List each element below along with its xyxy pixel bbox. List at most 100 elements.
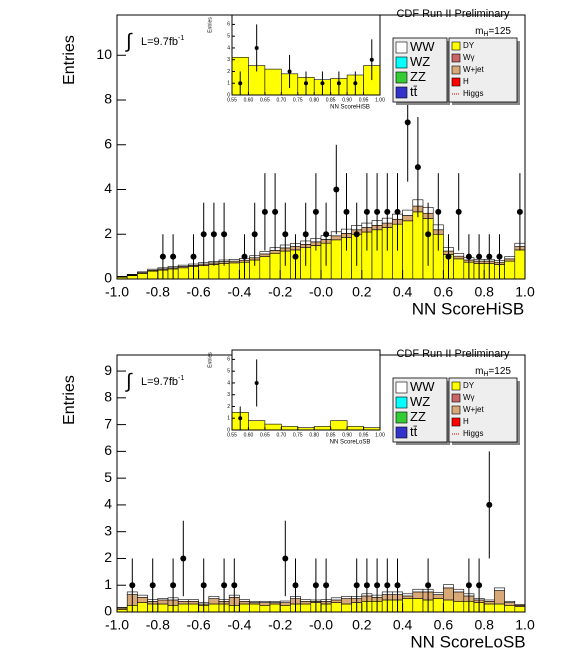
data-point: [200, 582, 207, 589]
data-point: [425, 582, 432, 589]
x-tick-label: -0.4: [227, 284, 251, 300]
histogram-bar: [157, 599, 169, 605]
legend-label: H: [463, 77, 469, 86]
histogram-bar: [514, 606, 526, 613]
histogram-bar: [177, 603, 189, 613]
histogram-bar: [412, 211, 424, 280]
y-tick-label: 5: [104, 469, 112, 485]
histogram-bar: [177, 600, 189, 605]
x-axis-title: NN ScoreHiSB: [330, 105, 370, 111]
mass-label-sub: H: [483, 31, 488, 38]
x-tick-label: 0.8: [474, 284, 494, 300]
data-point: [353, 582, 360, 589]
legend-swatch: [451, 381, 461, 391]
histogram-bar: [504, 602, 516, 606]
legend-swatch: [451, 41, 461, 51]
histogram-bar: [504, 258, 516, 262]
data-point: [353, 231, 360, 238]
y-tick-label: 5: [227, 369, 230, 375]
y-tick-label: 1: [227, 416, 230, 422]
histogram-bar: [453, 588, 465, 593]
data-point: [282, 555, 289, 562]
x-tick-label: 0.85: [326, 97, 336, 103]
x-tick-label: 0.75: [293, 97, 303, 103]
legend-swatch: [395, 71, 408, 84]
data-point: [323, 231, 330, 238]
chart-title: CDF Run II Preliminary: [396, 8, 510, 20]
data-point: [241, 253, 248, 260]
legend-label: DY: [463, 381, 475, 390]
legend-label: tt̄: [410, 84, 418, 99]
histogram-bar: [300, 600, 312, 605]
data-point: [343, 208, 350, 215]
data-point: [374, 208, 381, 215]
x-tick-label: 0.85: [326, 432, 336, 438]
legend-label: W+jet: [463, 405, 484, 414]
lumi-value: L=9.7fb: [141, 36, 178, 48]
histogram-bar: [188, 599, 199, 602]
data-point: [333, 186, 340, 193]
x-tick-label: 0.90: [342, 432, 352, 438]
y-tick-label: 0: [227, 427, 230, 433]
histogram-bar: [483, 600, 495, 605]
data-point: [231, 582, 238, 589]
y-tick-label: 8: [104, 389, 112, 405]
legend-label: WW: [410, 379, 435, 394]
histogram-bar: [137, 271, 148, 274]
data-point: [129, 582, 136, 589]
legend-label: WZ: [410, 394, 430, 409]
x-tick-label: -0.6: [187, 284, 211, 300]
mass-label-m: m: [475, 26, 483, 37]
x-tick-label: 0.65: [260, 97, 270, 103]
data-point: [282, 231, 289, 238]
histogram-bar: [514, 604, 526, 606]
histogram-bar: [248, 420, 266, 431]
data-point: [238, 416, 243, 421]
histogram-bar: [504, 256, 516, 260]
histogram-bar: [494, 603, 505, 613]
x-tick-label: 0.4: [393, 617, 413, 633]
histogram-bar: [126, 275, 138, 280]
x-tick-label: -0.0: [309, 284, 333, 300]
histogram-bar: [269, 600, 281, 603]
y-tick-label: 9: [104, 362, 112, 378]
histogram-bar: [412, 591, 424, 599]
data-point: [251, 231, 258, 238]
x-tick-label: 1.0: [515, 617, 535, 633]
x-tick-label: 0.60: [244, 97, 254, 103]
legend-swatch: [395, 381, 408, 394]
histogram-bar: [137, 596, 148, 603]
legend-label: WW: [410, 39, 435, 54]
histogram-bar: [279, 602, 291, 606]
mass-label-m: m: [475, 366, 483, 377]
histogram-bar: [259, 600, 271, 603]
histogram-bar: [412, 598, 424, 613]
lumi-integral: ∫: [125, 30, 133, 52]
histogram-bar: [412, 588, 424, 593]
legend-swatch: [451, 393, 461, 403]
data-point: [180, 555, 187, 562]
y-tick-label: 4: [227, 45, 230, 51]
legend-swatch: [395, 426, 408, 439]
y-tick-label: 3: [104, 522, 112, 538]
x-tick-label: -0.8: [146, 617, 170, 633]
histogram-bar: [402, 593, 414, 597]
histogram-bar: [341, 603, 352, 613]
histogram-bar: [330, 602, 342, 613]
histogram-bar: [402, 209, 414, 216]
histogram-bar: [330, 239, 342, 280]
x-tick-label: 0.2: [352, 617, 372, 633]
data-point: [516, 208, 523, 215]
data-point: [465, 582, 472, 589]
y-tick-label: 6: [227, 357, 230, 363]
histogram-bar: [341, 598, 352, 605]
legend-swatch: [451, 417, 461, 427]
x-tick-label: -1.0: [105, 617, 129, 633]
legend-label: ZZ: [410, 409, 426, 424]
y-tick-label: 6: [104, 442, 112, 458]
data-point: [302, 231, 309, 238]
legend-swatch: [395, 41, 408, 54]
x-tick-label: 0.4: [393, 284, 413, 300]
histogram-bar: [402, 598, 414, 613]
x-tick-label: -0.8: [146, 284, 170, 300]
